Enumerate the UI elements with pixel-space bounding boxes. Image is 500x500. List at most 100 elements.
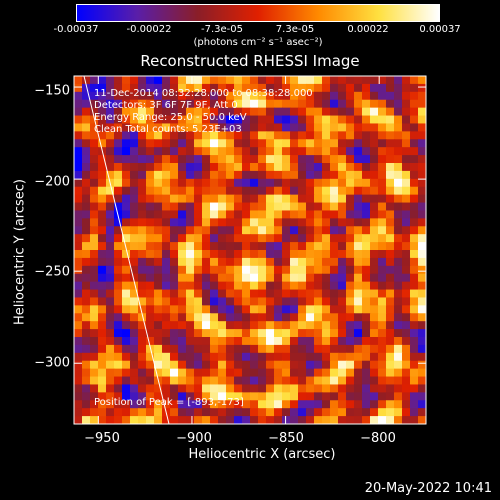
heatmap-cell xyxy=(114,234,123,243)
heatmap-cell xyxy=(338,76,347,85)
heatmap-cell xyxy=(130,384,139,393)
heatmap-cell xyxy=(362,368,371,378)
heatmap-cell xyxy=(370,313,379,322)
heatmap-cell xyxy=(242,218,251,227)
heatmap-cell xyxy=(130,250,139,259)
heatmap-cell xyxy=(202,321,211,330)
heatmap-cell xyxy=(218,242,227,251)
heatmap-cell xyxy=(138,202,147,212)
heatmap-cell xyxy=(194,344,203,354)
heatmap-cell xyxy=(274,76,283,85)
heatmap-cell xyxy=(330,400,339,409)
heatmap-cell xyxy=(378,408,387,417)
heatmap-cell xyxy=(354,368,363,378)
heatmap-cell xyxy=(154,194,163,204)
heatmap-cell xyxy=(298,273,307,283)
heatmap-cell xyxy=(346,416,355,424)
heatmap-cell xyxy=(362,131,371,140)
heatmap-cell xyxy=(386,131,395,140)
heatmap-cell xyxy=(74,170,83,180)
heatmap-cell xyxy=(154,186,163,196)
heatmap-cell xyxy=(394,123,403,132)
heatmap-cell xyxy=(218,131,227,140)
heatmap-cell xyxy=(138,400,147,409)
heatmap-cell xyxy=(226,250,235,259)
heatmap-cell xyxy=(138,305,147,314)
heatmap-cell xyxy=(122,107,131,117)
heatmap-cell xyxy=(98,360,107,370)
heatmap-cell xyxy=(210,234,219,243)
heatmap-cell xyxy=(146,131,155,140)
heatmap-cell xyxy=(306,416,315,424)
heatmap-cell xyxy=(330,352,339,362)
heatmap-cell xyxy=(258,273,267,283)
heatmap-cell xyxy=(394,281,403,291)
heatmap-cell xyxy=(290,360,299,370)
heatmap-cell xyxy=(170,337,179,346)
heatmap-cell xyxy=(410,194,419,204)
heatmap-cell xyxy=(274,250,283,259)
heatmap-cell xyxy=(146,139,155,148)
heatmap-cell xyxy=(378,123,387,132)
heatmap-cell xyxy=(106,273,115,283)
heatmap-cell xyxy=(354,408,363,417)
heatmap-cell xyxy=(346,344,355,354)
heatmap-cell xyxy=(170,368,179,378)
heatmap-cell xyxy=(122,416,131,424)
plot-frame xyxy=(73,75,427,425)
heatmap-cell xyxy=(306,194,315,204)
heatmap-cell xyxy=(418,337,426,346)
heatmap-cell xyxy=(210,273,219,283)
heatmap-cell xyxy=(74,313,83,322)
heatmap-cell xyxy=(162,360,171,370)
heatmap-cell xyxy=(402,186,411,196)
heatmap-cell xyxy=(298,368,307,378)
heatmap-cell xyxy=(178,170,187,180)
heatmap-cell xyxy=(282,194,291,204)
heatmap-cell xyxy=(106,226,115,235)
heatmap-cell xyxy=(242,384,251,393)
heatmap-cell xyxy=(186,218,195,227)
heatmap-cell xyxy=(138,210,147,219)
heatmap-cell xyxy=(82,83,91,93)
heatmap-cell xyxy=(386,376,395,386)
heatmap-cell xyxy=(234,257,243,267)
heatmap-cell xyxy=(74,194,83,204)
heatmap-cell xyxy=(242,226,251,235)
heatmap-cell xyxy=(98,321,107,330)
heatmap-cell xyxy=(170,91,179,101)
heatmap-cell xyxy=(226,178,235,188)
heatmap-cell xyxy=(82,139,91,148)
heatmap-cell xyxy=(274,337,283,346)
heatmap-cell xyxy=(362,281,371,291)
heatmap-cell xyxy=(322,329,331,338)
heatmap-cell xyxy=(170,392,179,401)
heatmap-cell xyxy=(82,234,91,243)
heatmap-cell xyxy=(370,139,379,148)
heatmap-cell xyxy=(162,265,171,275)
heatmap-cell xyxy=(418,281,426,291)
heatmap-cell xyxy=(410,170,419,180)
heatmap-cell xyxy=(202,163,211,172)
y-tick-label: −300 xyxy=(34,355,70,371)
heatmap-cell xyxy=(154,344,163,354)
heatmap-cell xyxy=(122,147,131,156)
heatmap-cell xyxy=(162,234,171,243)
heatmap-cell xyxy=(154,250,163,259)
heatmap-cell xyxy=(178,257,187,267)
heatmap-cell xyxy=(290,139,299,148)
heatmap-cell xyxy=(74,321,83,330)
heatmap-cell xyxy=(186,392,195,401)
heatmap-cell xyxy=(386,257,395,267)
colorbar-tick-label: -0.00037 xyxy=(53,24,99,35)
heatmap-cell xyxy=(290,384,299,393)
heatmap-cell xyxy=(250,392,259,401)
heatmap-cell xyxy=(186,115,195,125)
heatmap-cell xyxy=(178,83,187,93)
heatmap-cell xyxy=(122,337,131,346)
heatmap-cell xyxy=(402,107,411,117)
heatmap-cell xyxy=(386,170,395,180)
heatmap-cell xyxy=(306,408,315,417)
heatmap-cell xyxy=(82,329,91,338)
heatmap-cell xyxy=(74,178,83,188)
